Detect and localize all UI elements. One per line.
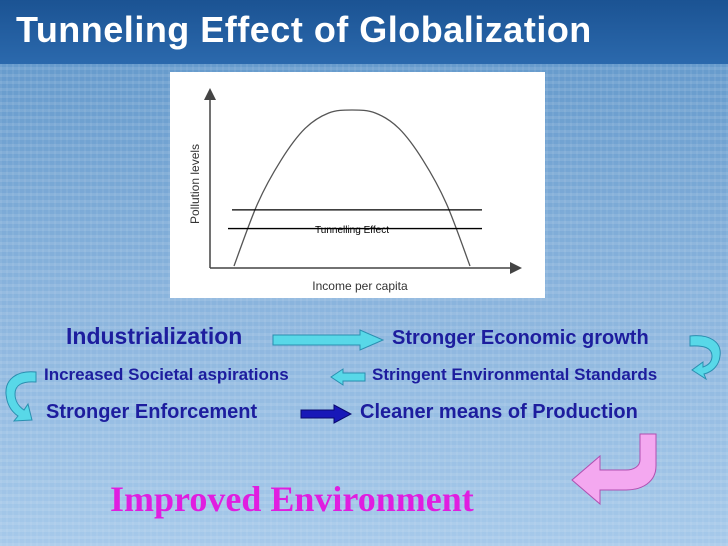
tunnel-annotation: Tunnelling Effect [315, 225, 389, 236]
stronger-enforcement-label: Stronger Enforcement [46, 401, 258, 423]
x-axis-label: Income per capita [312, 279, 408, 293]
chart-panel: Tunnelling Effect Income per capita Poll… [170, 72, 545, 298]
societal-aspirations-label: Increased Societal aspirations [44, 365, 289, 384]
arrow-right-3-icon [300, 404, 352, 424]
environmental-standards-label: Stringent Environmental Standards [372, 365, 658, 384]
curved-arrow-pink-icon [571, 433, 657, 506]
cleaner-production-label: Cleaner means of Production [360, 401, 638, 423]
kuznets-curve-chart: Tunnelling Effect Income per capita Poll… [188, 88, 522, 293]
industrialization-label: Industrialization [66, 323, 243, 349]
u-turn-arrow-left-icon [5, 371, 37, 422]
arrow-right-1-icon [272, 329, 384, 351]
y-axis-label: Pollution levels [188, 144, 202, 224]
improved-environment-label: Improved Environment [110, 479, 474, 519]
economic-growth-label: Stronger Economic growth [392, 327, 649, 349]
arrow-left-2-icon [330, 368, 366, 386]
u-turn-arrow-right-icon [689, 335, 721, 380]
slide-title: Tunneling Effect of Globalization [16, 9, 592, 50]
pollution-curve [233, 109, 471, 267]
title-bar: Tunneling Effect of Globalization [0, 0, 728, 64]
